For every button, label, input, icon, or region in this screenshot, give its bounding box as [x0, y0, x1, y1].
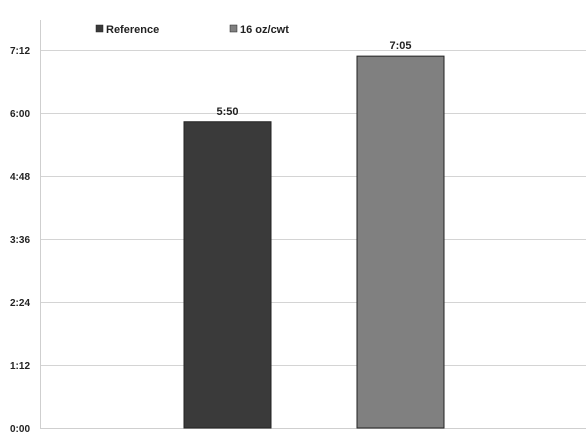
gridlines — [40, 20, 586, 429]
y-tick-label: 1:12 — [10, 361, 30, 372]
data-label: 7:05 — [389, 40, 411, 52]
legend-label: Reference — [106, 24, 159, 36]
legend-swatch — [95, 24, 104, 33]
data-labels: 5:50 7:05 — [216, 40, 411, 118]
bars — [183, 55, 445, 429]
y-tick-label: 4:48 — [10, 172, 30, 183]
y-tick-label: 7:12 — [10, 46, 30, 57]
bar-16-oz-cwt — [356, 55, 445, 429]
legend: Reference 16 oz/cwt — [95, 24, 289, 36]
legend-swatch — [229, 24, 238, 33]
legend-label: 16 oz/cwt — [240, 24, 289, 36]
y-tick-label: 3:36 — [10, 235, 30, 246]
data-label: 5:50 — [216, 106, 238, 118]
y-tick-label: 0:00 — [10, 424, 30, 434]
y-axis-tick-labels: 0:00 1:12 2:24 3:36 4:48 6:00 7:12 — [10, 46, 30, 434]
bar-reference — [183, 121, 272, 429]
y-tick-label: 6:00 — [10, 109, 30, 120]
y-tick-label: 2:24 — [10, 298, 30, 309]
